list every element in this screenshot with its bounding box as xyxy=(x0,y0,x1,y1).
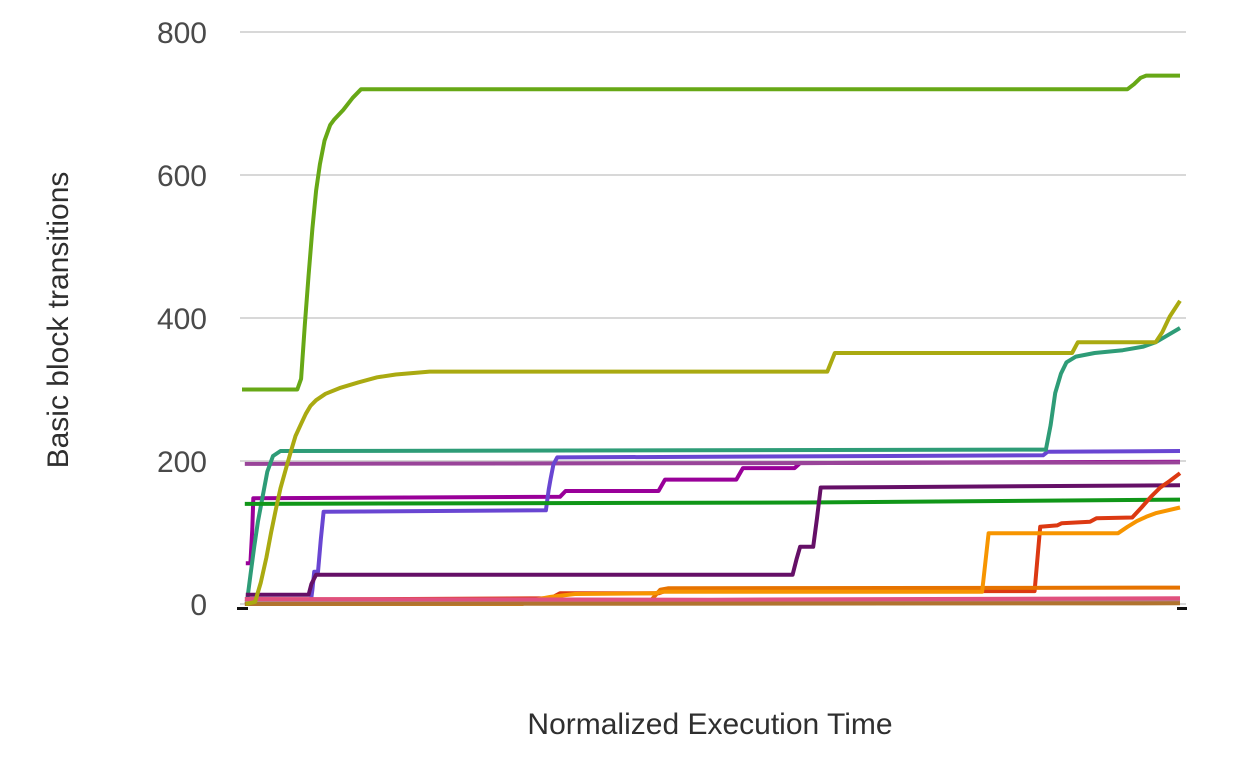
y-axis-title: Basic block transitions xyxy=(42,172,75,469)
y-tick-label-400: 400 xyxy=(157,303,207,336)
y-tick-label-200: 200 xyxy=(157,446,207,479)
series-line-magenta xyxy=(245,459,1181,566)
series-line-dark-purple xyxy=(245,483,1181,597)
series-line-olive xyxy=(245,299,1182,606)
series-line-pink xyxy=(244,596,1181,602)
series-lines-group xyxy=(242,73,1182,606)
axis-baseline-tick-left xyxy=(237,607,248,610)
series-line-brown xyxy=(244,601,1181,606)
series-line-violet xyxy=(308,449,1181,605)
y-tick-labels-group: 0 200 400 600 800 xyxy=(157,17,207,622)
series-line-lime xyxy=(242,73,1180,392)
y-tick-label-600: 600 xyxy=(157,160,207,193)
series-line-green xyxy=(244,497,1181,506)
gridlines-group xyxy=(240,31,1186,605)
y-tick-label-800: 800 xyxy=(157,17,207,50)
series-line-teal xyxy=(244,326,1182,605)
x-axis-title: Normalized Execution Time xyxy=(527,708,892,741)
series-line-red xyxy=(245,471,1182,602)
series-line-orchid xyxy=(244,460,1181,466)
axis-baseline-group xyxy=(237,607,1187,610)
y-tick-label-0: 0 xyxy=(190,589,207,622)
axis-baseline-tick-right xyxy=(1177,607,1187,610)
